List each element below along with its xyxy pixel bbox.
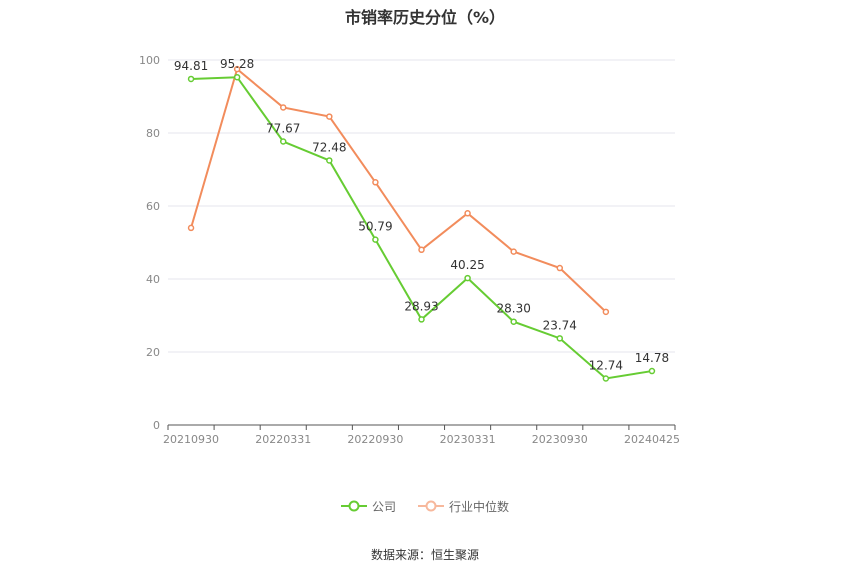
data-label: 95.28 bbox=[220, 57, 254, 71]
y-tick-label: 40 bbox=[146, 273, 160, 286]
x-tick-label: 20240425 bbox=[624, 433, 680, 446]
data-label: 94.81 bbox=[174, 59, 208, 73]
series-line-industry-median bbox=[190, 67, 607, 313]
legend-label-company: 公司 bbox=[371, 499, 396, 514]
legend-item-industry-median[interactable]: 行业中位数 bbox=[418, 498, 509, 515]
data-label: 77.67 bbox=[266, 122, 300, 136]
x-tick-label: 20220331 bbox=[255, 433, 311, 446]
x-tick-label: 20220930 bbox=[347, 433, 403, 446]
x-tick-label: 20230930 bbox=[532, 433, 588, 446]
legend-label-industry-median: 行业中位数 bbox=[449, 499, 510, 514]
data-labels: 94.81 95.28 77.67 72.48 50.79 28.93 40.25 28.30… bbox=[174, 57, 669, 372]
data-point-company bbox=[233, 73, 241, 81]
legend-swatch-company-icon bbox=[340, 500, 367, 512]
data-point-industry-median bbox=[279, 104, 287, 111]
data-point-company bbox=[510, 318, 517, 325]
y-tick-label: 100 bbox=[139, 54, 160, 67]
data-point-company bbox=[602, 375, 610, 382]
data-label: 40.25 bbox=[450, 258, 484, 272]
data-label: 72.48 bbox=[312, 140, 346, 154]
grid-lines bbox=[168, 59, 675, 353]
data-point-industry-median bbox=[602, 308, 610, 316]
legend-swatch-industry-median-icon bbox=[418, 500, 444, 512]
data-point-company bbox=[187, 75, 195, 83]
data-point-company bbox=[372, 236, 379, 243]
data-point-industry-median bbox=[187, 224, 195, 232]
data-label: 12.74 bbox=[589, 358, 623, 372]
data-point-company bbox=[326, 157, 333, 164]
data-label: 28.30 bbox=[497, 302, 531, 316]
data-point-company bbox=[556, 335, 564, 342]
data-label: 50.79 bbox=[358, 220, 392, 234]
x-tick-label: 20230331 bbox=[440, 433, 496, 446]
legend: 公司 行业中位数 bbox=[0, 496, 850, 516]
y-tick-label: 0 bbox=[153, 419, 160, 432]
data-point-industry-median bbox=[326, 113, 333, 120]
data-point-company bbox=[418, 316, 425, 323]
data-point-company bbox=[279, 138, 287, 145]
legend-item-company[interactable]: 公司 bbox=[340, 498, 396, 515]
data-label: 14.78 bbox=[635, 351, 669, 365]
series-lines bbox=[187, 65, 656, 382]
y-tick-label: 20 bbox=[146, 346, 160, 359]
axes: 0 20 40 60 80 100 20210930 20220331 20220930 2023… bbox=[139, 54, 680, 446]
y-tick-label: 60 bbox=[146, 200, 160, 213]
data-label: 23.74 bbox=[543, 318, 577, 332]
data-point-company bbox=[648, 367, 656, 375]
data-point-industry-median bbox=[372, 179, 379, 186]
series-line-company bbox=[191, 76, 653, 380]
data-point-industry-median bbox=[556, 264, 564, 272]
x-tick-label: 20210930 bbox=[163, 433, 219, 446]
data-label: 28.93 bbox=[404, 299, 438, 313]
source-note: 数据来源：恒生聚源 bbox=[370, 548, 479, 562]
data-point-industry-median bbox=[233, 65, 241, 73]
data-point-industry-median bbox=[464, 210, 471, 217]
y-tick-label: 80 bbox=[146, 127, 160, 140]
data-point-industry-median bbox=[418, 246, 425, 254]
chart-title: 市销率历史分位（%） bbox=[344, 8, 506, 27]
data-point-industry-median bbox=[510, 248, 517, 255]
data-point-company bbox=[464, 274, 471, 282]
